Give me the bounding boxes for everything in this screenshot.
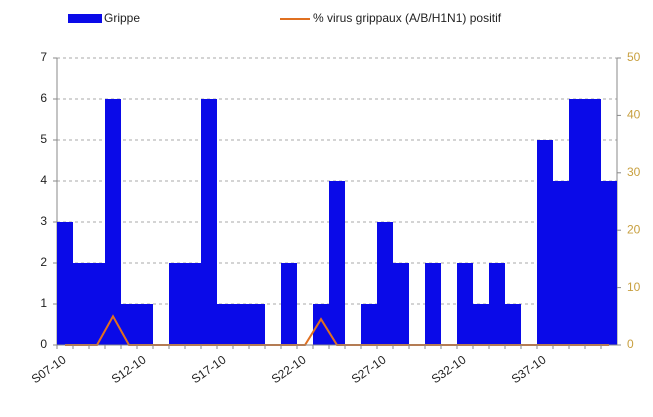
bar: [329, 181, 345, 345]
bar: [425, 263, 441, 345]
bar: [393, 263, 409, 345]
x-tick-label: S07-10: [29, 352, 69, 386]
legend-swatch: [68, 14, 102, 23]
y2-tick-label: 40: [627, 108, 641, 122]
bar: [457, 263, 473, 345]
y-tick-label: 6: [40, 91, 47, 105]
y2-tick-label: 0: [627, 337, 634, 351]
y-tick-label: 1: [40, 296, 47, 310]
bar: [585, 99, 601, 345]
y-tick-label: 5: [40, 132, 47, 146]
bar: [537, 140, 553, 345]
y-tick-label: 0: [40, 337, 47, 351]
y2-tick-label: 10: [627, 280, 641, 294]
y-tick-label: 7: [40, 50, 47, 64]
bar: [377, 222, 393, 345]
bar: [105, 99, 121, 345]
x-tick-label: S32-10: [429, 352, 469, 386]
x-tick-label: S22-10: [269, 352, 309, 386]
bar: [137, 304, 153, 345]
x-tick-label: S27-10: [349, 352, 389, 386]
bar: [601, 181, 617, 345]
bar: [217, 304, 233, 345]
bar: [249, 304, 265, 345]
bar: [233, 304, 249, 345]
bar: [569, 99, 585, 345]
y-tick-label: 2: [40, 255, 47, 269]
y-tick-label: 4: [40, 173, 47, 187]
bar: [201, 99, 217, 345]
bar: [473, 304, 489, 345]
bar: [361, 304, 377, 345]
bar: [121, 304, 137, 345]
bar: [489, 263, 505, 345]
bar: [73, 263, 89, 345]
legend-label: Grippe: [104, 11, 140, 25]
bar: [313, 304, 329, 345]
bar: [169, 263, 185, 345]
bar: [505, 304, 521, 345]
bar: [281, 263, 297, 345]
x-tick-label: S17-10: [189, 352, 229, 386]
y2-tick-label: 30: [627, 165, 641, 179]
y2-tick-label: 50: [627, 50, 641, 64]
bar: [553, 181, 569, 345]
bar: [57, 222, 73, 345]
x-tick-label: S37-10: [509, 352, 549, 386]
y-tick-label: 3: [40, 214, 47, 228]
bar: [89, 263, 105, 345]
legend-label: % virus grippaux (A/B/H1N1) positif: [313, 11, 502, 25]
bar: [185, 263, 201, 345]
x-tick-label: S12-10: [109, 352, 149, 386]
y2-tick-label: 20: [627, 222, 641, 236]
